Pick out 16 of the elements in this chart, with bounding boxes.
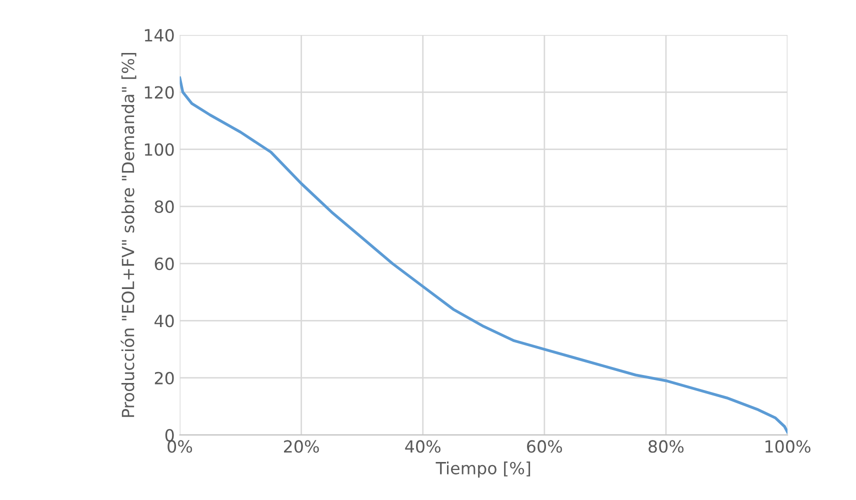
y-tick-label: 40 (154, 314, 174, 328)
y-tick-label: 0 (165, 428, 174, 442)
x-axis-title: Tiempo [%] (436, 462, 530, 478)
y-tick-label: 20 (154, 372, 174, 384)
y-tick-label: 140 (144, 28, 174, 42)
x-tick-label: 60% (527, 440, 562, 453)
y-tick-label: 120 (144, 86, 174, 99)
x-tick-label: 20% (284, 440, 319, 453)
x-tick-label: 100% (766, 440, 810, 453)
y-axis-title: Producción "EOL+FV" sobre "Demanda" [%] (120, 52, 136, 417)
y-tick-label: 100 (144, 143, 174, 156)
x-tick-label: 80% (648, 440, 684, 453)
y-tick-label: 60 (154, 258, 174, 270)
x-tick-label: 40% (405, 440, 440, 453)
x-tick-label: 0% (168, 440, 192, 453)
y-tick-label: 80 (154, 200, 174, 213)
